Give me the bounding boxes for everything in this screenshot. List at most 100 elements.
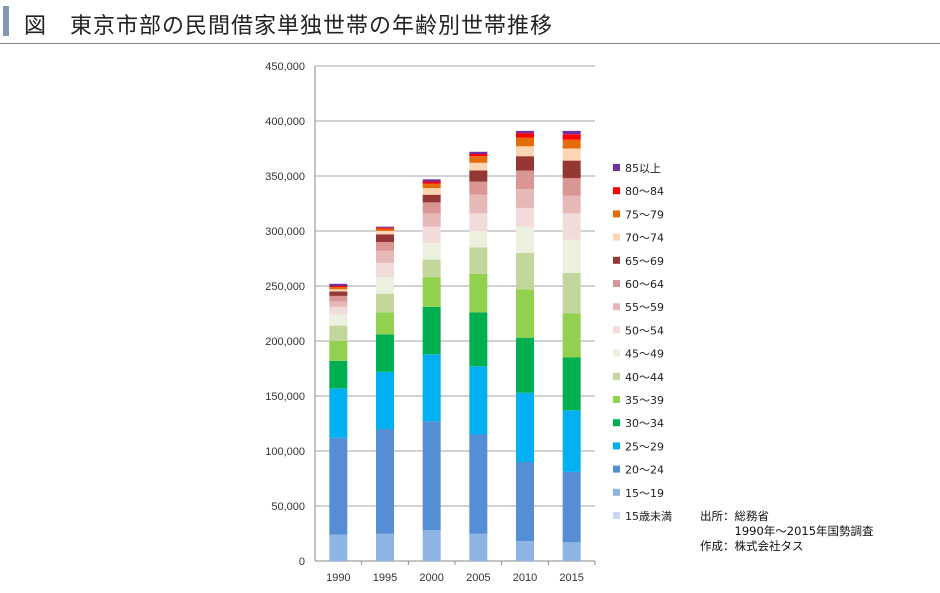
bar-segment	[469, 247, 488, 274]
y-tick-label: 350,000	[265, 171, 305, 183]
legend-label: 60～64	[625, 278, 664, 291]
bar-segment	[469, 151, 488, 154]
bar-segment	[516, 130, 534, 134]
bar-segment	[422, 243, 441, 260]
bar-segment	[562, 410, 581, 472]
x-tick-label: 1995	[373, 572, 397, 584]
x-tick-label: 1990	[326, 572, 350, 584]
bar-segment	[562, 134, 581, 140]
header-accent-bar	[3, 6, 9, 36]
legend-swatch	[613, 187, 620, 195]
y-tick-label: 300,000	[265, 226, 305, 238]
y-tick-label: 450,000	[265, 61, 305, 73]
bar-segment	[329, 341, 348, 361]
bar-segment	[469, 162, 488, 171]
legend-label: 40～44	[625, 371, 664, 384]
legend-swatch	[613, 396, 620, 403]
bar-segment	[469, 154, 488, 157]
x-tick-label: 2000	[419, 572, 443, 584]
page-title: 図 東京市部の民間借家単独世帯の年齢別世帯推移	[24, 14, 554, 39]
bar-segment	[422, 306, 441, 355]
legend-swatch	[613, 210, 620, 218]
bar-segment	[562, 160, 581, 179]
bar-segment	[376, 234, 394, 242]
bar-segment	[516, 289, 534, 338]
y-tick-label: 150,000	[265, 391, 305, 403]
bar-segment	[562, 357, 581, 411]
legend-swatch	[613, 465, 620, 473]
bar-segment	[516, 462, 534, 542]
bar-segment	[469, 273, 488, 313]
legend-label: 50～54	[625, 324, 664, 337]
bar-segment	[469, 366, 488, 435]
bar-segment	[422, 179, 441, 182]
bar-segment	[469, 156, 488, 163]
bar-segment	[469, 231, 488, 248]
bar-segment	[329, 283, 348, 286]
bar-segment	[376, 533, 394, 561]
bar-segment	[329, 437, 348, 535]
bar-segment	[376, 228, 394, 231]
bar-segment	[469, 213, 488, 231]
bar-segment	[562, 272, 581, 314]
source-note: 出所：総務省 1990年～2015年国勢調査 作成：株式会社タス	[700, 509, 874, 554]
bar-segment	[562, 148, 581, 161]
legend-swatch	[613, 488, 620, 496]
y-tick-label: 200,000	[265, 336, 305, 348]
bar-segment	[376, 226, 394, 228]
bar-segment	[376, 312, 394, 335]
bar-segment	[516, 541, 534, 561]
legend-swatch	[613, 164, 620, 171]
bar-segment	[329, 295, 348, 302]
legend-label: 65～69	[625, 255, 664, 268]
legend-label: 20～24	[625, 464, 664, 477]
bar-segment	[329, 286, 348, 288]
bar-segment	[562, 471, 581, 543]
bar-segment	[376, 231, 394, 235]
bar-segment	[562, 130, 581, 135]
bar-segment	[562, 139, 581, 149]
source-line-2: 1990年～2015年国勢調査	[700, 524, 874, 538]
legend-swatch	[613, 233, 620, 241]
bar-segment	[469, 194, 488, 214]
bar-segment	[516, 146, 534, 157]
y-tick-label: 0	[299, 556, 305, 568]
bar-segment	[376, 242, 394, 251]
bar-segment	[422, 181, 441, 184]
legend-label: 30～34	[625, 417, 664, 430]
bar-segment	[516, 189, 534, 208]
legend-label: 80～84	[625, 185, 664, 198]
bar-segment	[329, 289, 348, 292]
bar-segment	[422, 183, 441, 189]
bar-segment	[329, 360, 348, 389]
bar-segment	[422, 530, 441, 561]
y-tick-label: 100,000	[265, 446, 305, 458]
bar-segment	[329, 388, 348, 438]
bar-segment	[376, 277, 394, 294]
bar-segment	[422, 226, 441, 244]
x-tick-label: 2010	[513, 572, 537, 584]
bar-segment	[469, 434, 488, 534]
legend-swatch	[613, 256, 620, 264]
bar-segment	[562, 195, 581, 214]
x-tick-label: 2005	[466, 572, 490, 584]
legend-label: 15～19	[625, 487, 664, 500]
legend-swatch	[613, 303, 620, 311]
bar-segment	[376, 371, 394, 429]
bar-segment	[376, 334, 394, 372]
bar-segment	[329, 301, 348, 307]
bar-segment	[329, 314, 348, 326]
bar-segment	[376, 262, 394, 278]
bar-segment	[516, 156, 534, 171]
bar-segment	[562, 542, 581, 561]
bar-segment	[516, 207, 534, 227]
bar-segment	[516, 226, 534, 253]
legend-swatch	[613, 372, 620, 380]
bar-segment	[329, 534, 348, 561]
bar-segment	[422, 188, 441, 195]
bar-segment	[469, 533, 488, 561]
bar-segment	[516, 137, 534, 147]
legend-label: 15歳未満	[625, 510, 672, 523]
bar-segment	[422, 277, 441, 307]
